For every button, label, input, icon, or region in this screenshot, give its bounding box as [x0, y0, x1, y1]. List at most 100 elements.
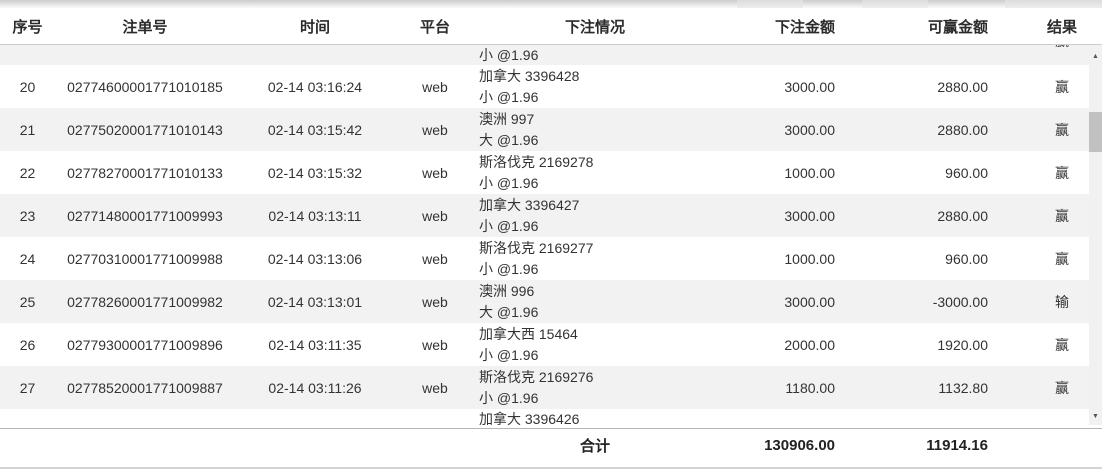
cell-platform: web	[422, 164, 448, 181]
top-remnant-block	[1005, 0, 1102, 8]
cell-order-no: 02771480001771009993	[67, 207, 223, 224]
table-rows: 20 02774600001771010185 02-14 03:16:24 w…	[0, 65, 1102, 409]
column-header-platform: 平台	[419, 18, 450, 36]
cell-seq: 24	[19, 250, 36, 267]
cell-bet-amount: 3000.00	[784, 121, 835, 138]
total-label: 合计	[579, 438, 610, 455]
bet-detail-line-1: 加拿大 3396428	[479, 67, 580, 84]
cell-time: 02-14 03:15:42	[267, 121, 363, 138]
cell-platform	[395, 45, 475, 65]
cell-order-no: 02778260001771009982	[67, 293, 223, 310]
cell-bet-amount: 3000.00	[784, 207, 835, 224]
table-row: 22 02778270001771010133 02-14 03:15:32 w…	[0, 151, 1102, 194]
cell-seq: 20	[19, 78, 36, 95]
table-row: 21 02775020001771010143 02-14 03:15:42 w…	[0, 108, 1102, 151]
cell-win-amount: 2880.00	[937, 207, 988, 224]
cell-seq	[0, 45, 55, 65]
column-header-order-no: 注单号	[122, 18, 168, 36]
column-header-bet-amount: 下注金额	[774, 18, 835, 36]
cell-result: 赢	[998, 45, 1102, 65]
summary-spacer	[55, 429, 235, 462]
cell-platform: web	[422, 250, 448, 267]
cell-platform: web	[422, 293, 448, 310]
cell-time: 02-14 03:11:35	[268, 336, 362, 353]
cell-time: 02-14 03:13:11	[268, 207, 362, 224]
result-text-clipped: 赢	[1055, 45, 1069, 51]
cell-result: 赢	[1055, 207, 1069, 224]
top-remnant-block	[862, 0, 928, 8]
bottom-divider	[0, 467, 1102, 469]
bet-detail-line: 加拿大 3396426	[479, 411, 580, 427]
summary-spacer	[235, 429, 395, 462]
cell-win-amount	[845, 45, 998, 65]
bet-detail-line-1: 斯洛伐克 2169276	[479, 368, 594, 385]
table-row: 27 02778520001771009887 02-14 03:11:26 w…	[0, 366, 1102, 409]
cell-order-no: 02770310001771009988	[67, 250, 223, 267]
cell-platform: web	[422, 336, 448, 353]
cell-bet-amount	[715, 409, 845, 428]
bet-detail-line-1: 澳洲 996	[479, 282, 535, 299]
cell-bet-detail: 斯洛伐克 2169277 小 @1.96	[475, 237, 715, 280]
cell-platform: web	[422, 379, 448, 396]
table-row: 20 02774600001771010185 02-14 03:16:24 w…	[0, 65, 1102, 108]
table-row: 25 02778260001771009982 02-14 03:13:01 w…	[0, 280, 1102, 323]
cell-seq: 21	[19, 121, 36, 138]
scrollbar-down-icon: ▼	[1092, 413, 1099, 420]
cell-platform: web	[422, 78, 448, 95]
cell-bet-amount: 3000.00	[784, 78, 835, 95]
cell-bet-amount: 3000.00	[784, 293, 835, 310]
cell-win-amount: 2880.00	[937, 78, 988, 95]
cell-result: 输	[1055, 293, 1069, 310]
cell-bet-amount	[715, 45, 845, 65]
cell-win-amount: 960.00	[945, 164, 988, 181]
bet-detail-line-2: 小 @1.96	[479, 88, 539, 105]
scroll-up-button[interactable]: ▲	[1089, 50, 1102, 63]
cell-platform: web	[422, 207, 448, 224]
cell-seq	[0, 409, 55, 428]
cell-bet-amount: 2000.00	[784, 336, 835, 353]
bet-detail-line-2: 小 @1.96	[479, 217, 539, 234]
scrollbar[interactable]: ▲ ▼	[1089, 48, 1102, 425]
bet-detail-line-2: 大 @1.96	[479, 131, 539, 148]
cell-seq: 22	[19, 164, 36, 181]
cell-platform	[395, 409, 475, 428]
scroll-down-button[interactable]: ▼	[1089, 410, 1102, 423]
scroll-thumb[interactable]	[1089, 112, 1102, 152]
cell-bet-amount: 1000.00	[784, 250, 835, 267]
summary-spacer	[0, 429, 55, 462]
cell-win-amount: 2880.00	[937, 121, 988, 138]
cell-bet-amount: 1000.00	[784, 164, 835, 181]
total-win-amount: 11914.16	[926, 437, 988, 454]
cell-order-no: 02775020001771010143	[67, 121, 223, 138]
cell-result: 赢	[1055, 250, 1069, 267]
cell-win-amount: 960.00	[945, 250, 988, 267]
cell-order-no: 02774600001771010185	[67, 78, 223, 95]
cell-bet-detail: 小 @1.96	[475, 45, 715, 65]
cell-result: 赢	[1055, 379, 1069, 396]
bet-detail-line-2: 小 @1.96	[479, 346, 539, 363]
scrollbar-up-icon: ▲	[1092, 53, 1099, 60]
summary-spacer	[998, 429, 1102, 462]
cell-seq: 23	[19, 207, 36, 224]
cell-seq: 27	[19, 379, 36, 396]
cell-result: 赢	[1055, 121, 1069, 138]
cell-bet-detail: 斯洛伐克 2169276 小 @1.96	[475, 366, 715, 409]
table-viewport: 小 @1.96 赢 20 02774600001771010185 02-14 …	[0, 45, 1102, 428]
bet-detail-line-1: 斯洛伐克 2169277	[479, 239, 594, 256]
bet-detail-line-1: 加拿大西 15464	[479, 325, 578, 342]
summary-row: 合计 130906.00 11914.16	[0, 428, 1102, 462]
cell-order-no	[55, 45, 235, 65]
column-header-win-amount: 可赢金额	[927, 18, 988, 36]
cell-win-amount: 1132.80	[938, 379, 988, 396]
partial-row-top: 小 @1.96 赢	[0, 45, 1102, 65]
cell-bet-amount: 1180.00	[785, 379, 835, 396]
cell-bet-detail: 加拿大 3396426	[475, 409, 715, 428]
cell-time: 02-14 03:15:32	[267, 164, 363, 181]
cell-time: 02-14 03:13:06	[267, 250, 363, 267]
partial-row-bottom: 加拿大 3396426	[0, 409, 1102, 428]
bet-detail-line-2: 小 @1.96	[479, 389, 539, 406]
cell-result: 赢	[1055, 164, 1069, 181]
top-remnant-block	[737, 0, 803, 8]
bet-detail-line-2: 小 @1.96	[479, 260, 539, 277]
